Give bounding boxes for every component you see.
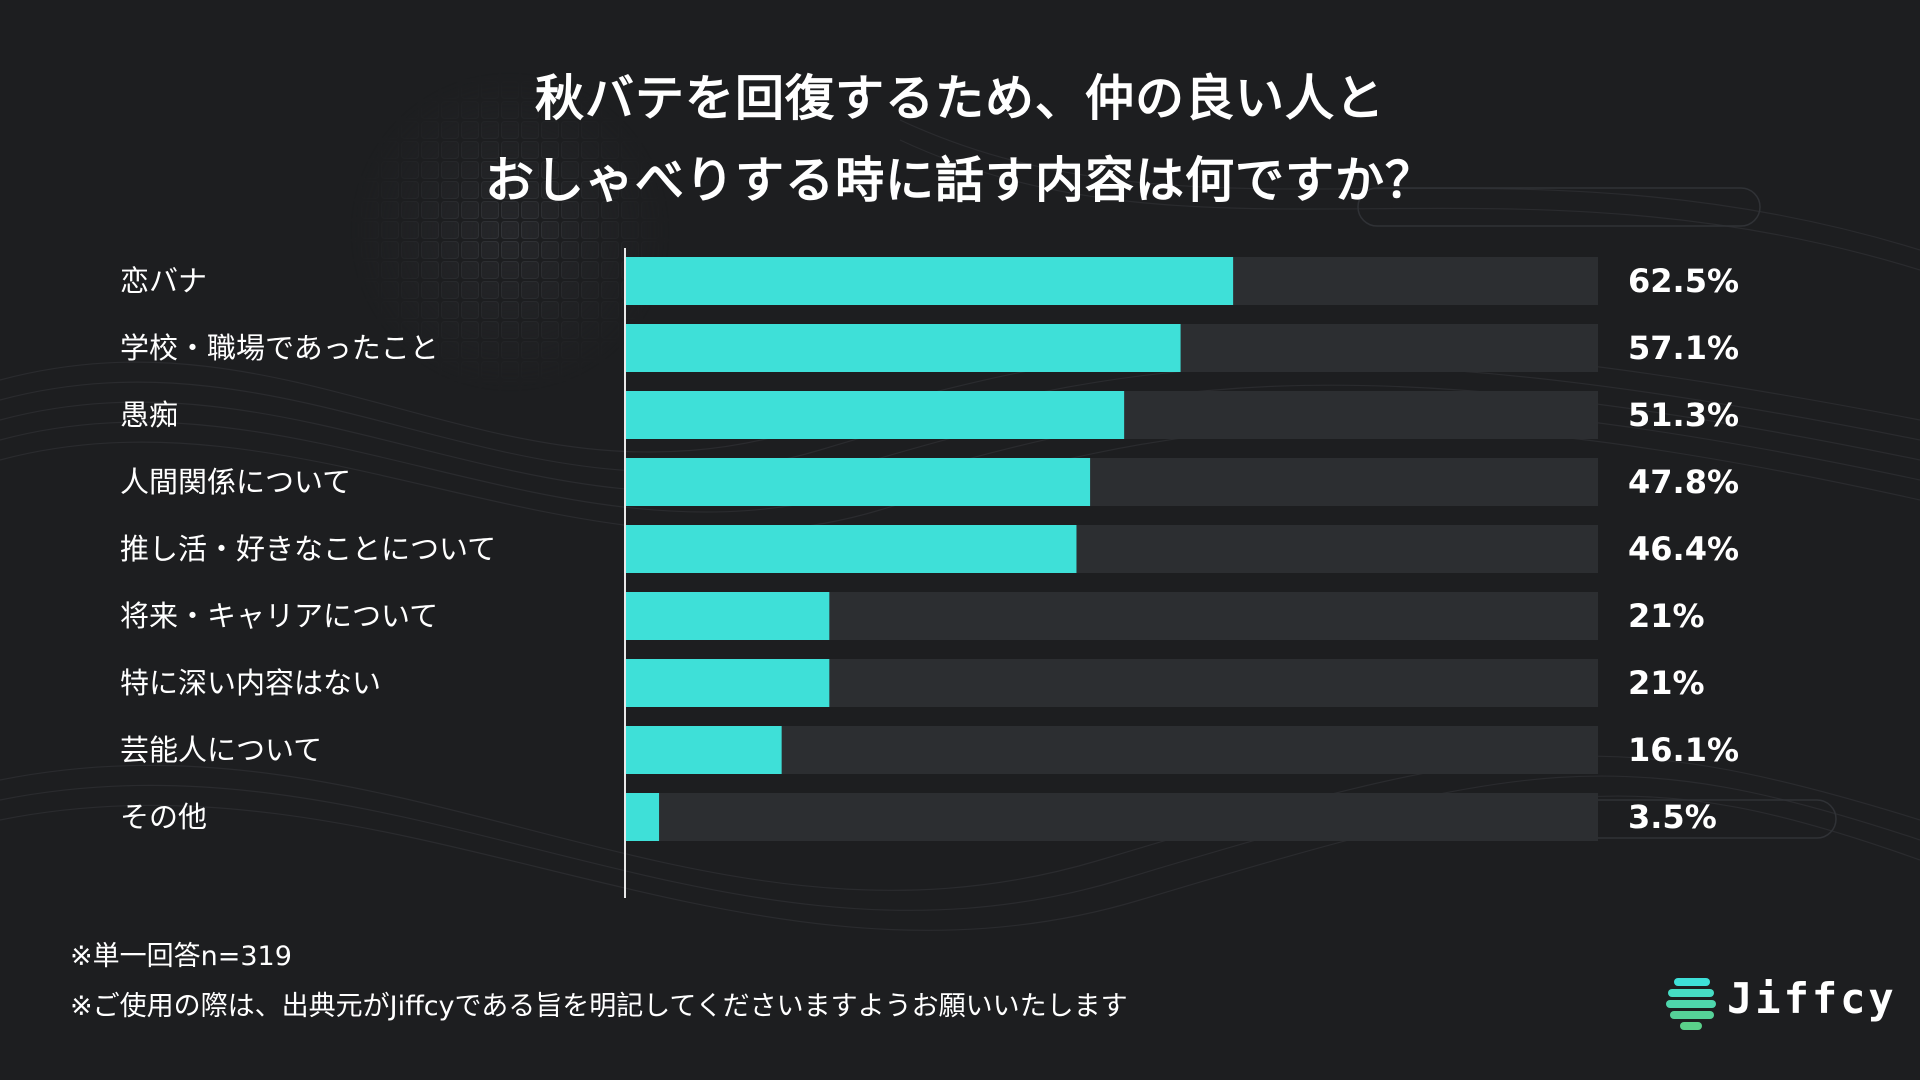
bar xyxy=(625,458,1091,506)
category-label: 推し活・好きなことについて xyxy=(120,532,496,566)
value-label: 47.8% xyxy=(1628,463,1739,501)
chart-title: 秋バテを回復するため、仲の良い人と おしゃべりする時に話す内容は何ですか？ xyxy=(0,58,1920,222)
category-label: 人間関係について xyxy=(120,465,351,499)
usage-note: ※ご使用の際は、出典元がJiffcyである旨を明記してくださいますようお願いいた… xyxy=(70,991,1128,1022)
sample-size-note: ※単一回答n=319 xyxy=(70,941,292,972)
value-label: 16.1% xyxy=(1628,731,1739,769)
category-label: 特に深い内容はない xyxy=(120,666,381,700)
value-label: 21% xyxy=(1628,597,1705,635)
value-label: 46.4% xyxy=(1628,530,1739,568)
category-label: 恋バナ xyxy=(120,264,207,298)
brand-name: Jiffcy xyxy=(1727,974,1897,1023)
category-label: その他 xyxy=(120,800,207,834)
y-axis-line xyxy=(624,248,626,898)
bar xyxy=(625,525,1077,573)
bar xyxy=(625,726,782,774)
bar xyxy=(625,659,830,707)
value-label: 62.5% xyxy=(1628,262,1739,300)
value-label: 21% xyxy=(1628,664,1705,702)
value-label: 57.1% xyxy=(1628,329,1739,367)
category-label: 愚痴 xyxy=(120,398,178,432)
jiffcy-logo-icon xyxy=(1666,978,1716,1030)
bar-track xyxy=(625,726,1598,774)
bar xyxy=(625,257,1234,305)
bar xyxy=(625,391,1125,439)
category-label: 芸能人について xyxy=(120,733,322,767)
chart-title-line-2: おしゃべりする時に話す内容は何ですか？ xyxy=(484,152,1435,209)
value-label: 51.3% xyxy=(1628,396,1739,434)
bar-track xyxy=(625,793,1598,841)
bar xyxy=(625,324,1181,372)
footnotes: ※単一回答n=319 ※ご使用の際は、出典元がJiffcyである旨を明記してくだ… xyxy=(70,932,1128,1032)
category-label: 将来・キャリアについて xyxy=(120,599,438,633)
value-label: 3.5% xyxy=(1628,798,1717,836)
brand-logo: Jiffcy xyxy=(1664,972,1894,1032)
bar xyxy=(625,793,660,841)
chart-title-line-1: 秋バテを回復するため、仲の良い人と xyxy=(534,70,1385,127)
bar xyxy=(625,592,830,640)
category-label: 学校・職場であったこと xyxy=(120,331,439,365)
